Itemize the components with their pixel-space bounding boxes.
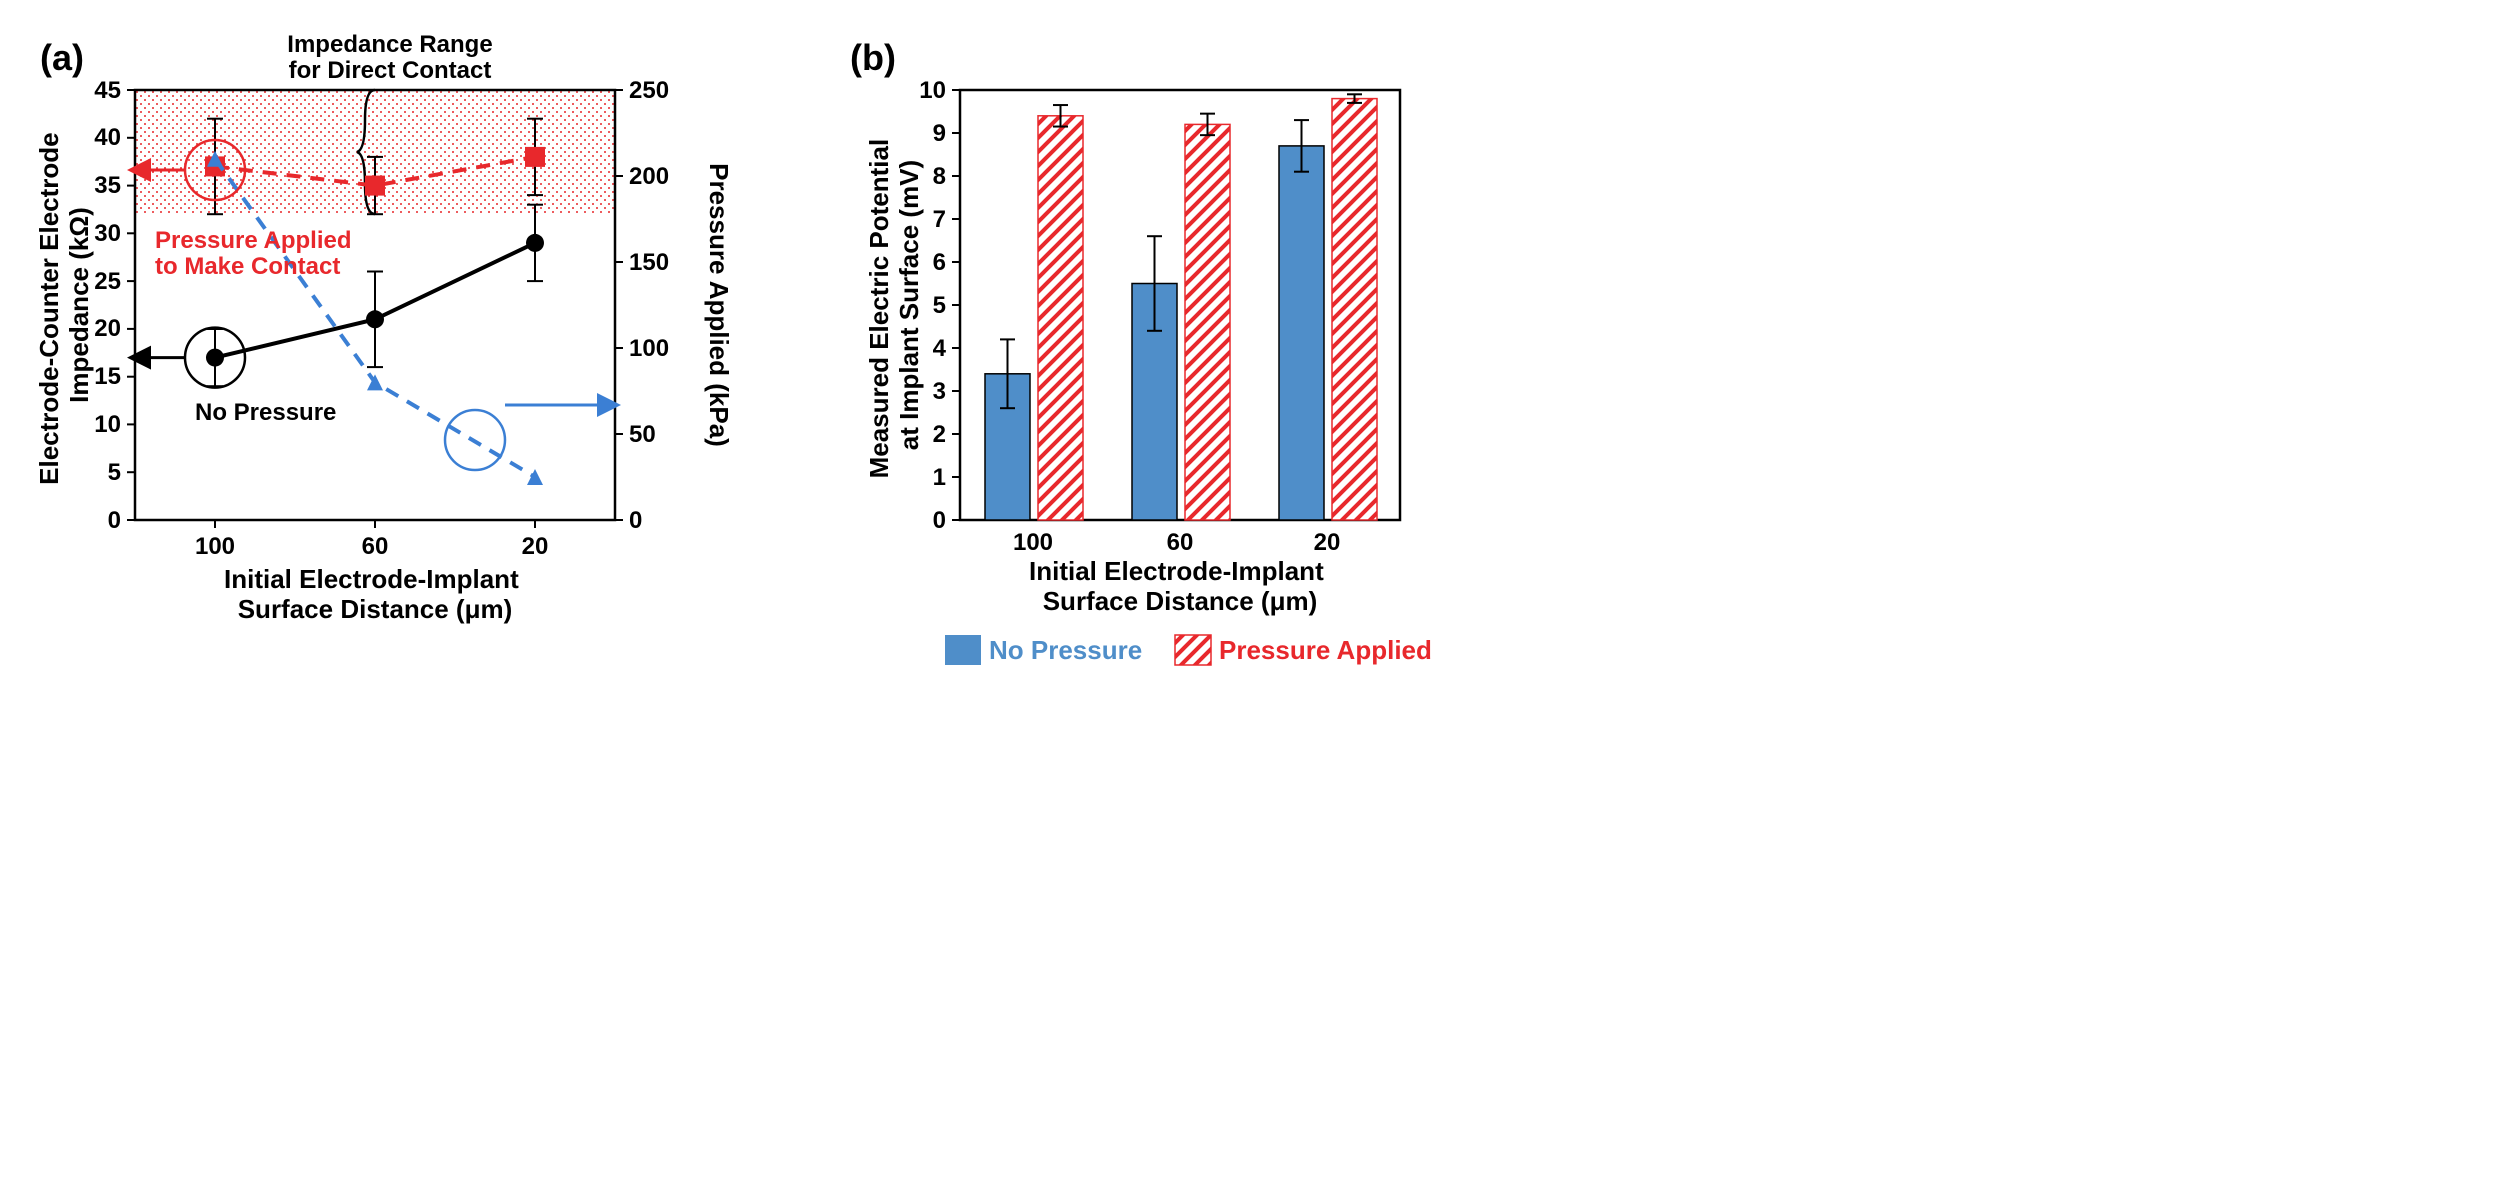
panel-b-label: (b) [850,37,896,78]
svg-text:15: 15 [94,363,121,390]
legend-pressure-swatch [1175,635,1211,665]
svg-text:45: 45 [94,77,121,104]
legend-no-pressure-swatch [945,635,981,665]
y-right-ticks: 0 50 100 150 200 250 [615,77,669,534]
svg-text:100: 100 [195,533,235,560]
svg-text:20: 20 [94,315,121,342]
no-pressure-marker [206,349,224,367]
panel-a-label: (a) [40,37,84,78]
svg-text:100: 100 [629,335,669,362]
svg-text:100: 100 [1013,529,1053,556]
bar-pressure [1185,124,1230,520]
x-ticks-b: 100 60 20 [1013,529,1340,556]
x-ticks-a: 100 60 20 [195,520,548,560]
svg-text:7: 7 [933,206,946,233]
bar-pressure [1332,99,1377,520]
no-pressure-marker [526,234,544,252]
legend-pressure-label: Pressure Applied [1219,635,1432,665]
panel-b: (b) 0 1 2 3 4 5 6 7 8 9 10 [850,20,1470,685]
pressure-marker [525,147,545,167]
shaded-annotation-line1: Impedance Range [287,31,492,58]
svg-text:30: 30 [94,220,121,247]
bar-pressure [1038,116,1083,520]
no-pressure-annotation: No Pressure [195,399,336,426]
svg-text:0: 0 [629,507,642,534]
svg-text:4: 4 [933,335,947,362]
svg-text:250: 250 [629,77,669,104]
svg-text:9: 9 [933,120,946,147]
svg-text:60: 60 [1167,529,1194,556]
y-left-ticks: 0 5 10 15 20 25 30 35 40 45 [94,77,135,534]
svg-text:150: 150 [629,249,669,276]
svg-text:2: 2 [933,421,946,448]
svg-text:0: 0 [933,507,946,534]
panel-a-svg: (a) Impedance Range for Direct Contact 0… [20,20,790,640]
svg-text:0: 0 [108,507,121,534]
svg-text:10: 10 [919,77,946,104]
svg-text:6: 6 [933,249,946,276]
pressure-annotation-line2: to Make Contact [155,253,340,280]
figure-container: (a) Impedance Range for Direct Contact 0… [20,20,2476,685]
svg-text:8: 8 [933,163,946,190]
svg-text:20: 20 [1314,529,1341,556]
y-right-title: Pressure Applied (kPa) [704,163,734,447]
no-pressure-marker [366,310,384,328]
x-title-b: Initial Electrode-Implant Surface Distan… [1029,556,1331,616]
svg-text:50: 50 [629,421,656,448]
y-ticks-b: 0 1 2 3 4 5 6 7 8 9 10 [919,77,960,534]
svg-text:20: 20 [522,533,549,560]
svg-text:200: 200 [629,163,669,190]
bar-no-pressure [1279,146,1324,520]
svg-text:60: 60 [362,533,389,560]
y-title-b: Measured Electric Potential at Implant S… [864,132,924,479]
svg-text:1: 1 [933,464,946,491]
pressure-marker [365,176,385,196]
pressure-annotation-line1: Pressure Applied [155,227,352,254]
y-left-title: Electrode-Counter Electrode Impedance (k… [34,125,94,485]
svg-text:25: 25 [94,268,121,295]
panel-b-svg: (b) 0 1 2 3 4 5 6 7 8 9 10 [850,20,1470,680]
panel-a: (a) Impedance Range for Direct Contact 0… [20,20,790,645]
legend-b: No Pressure Pressure Applied [945,635,1432,665]
svg-text:10: 10 [94,411,121,438]
shaded-annotation-line2: for Direct Contact [289,57,492,84]
x-title-a: Initial Electrode-Implant Surface Distan… [224,564,526,624]
legend-no-pressure-label: No Pressure [989,635,1142,665]
svg-text:35: 35 [94,172,121,199]
svg-text:5: 5 [108,459,121,486]
svg-text:40: 40 [94,124,121,151]
svg-text:3: 3 [933,378,946,405]
pressure-kpa-marker [527,469,543,485]
svg-text:5: 5 [933,292,946,319]
